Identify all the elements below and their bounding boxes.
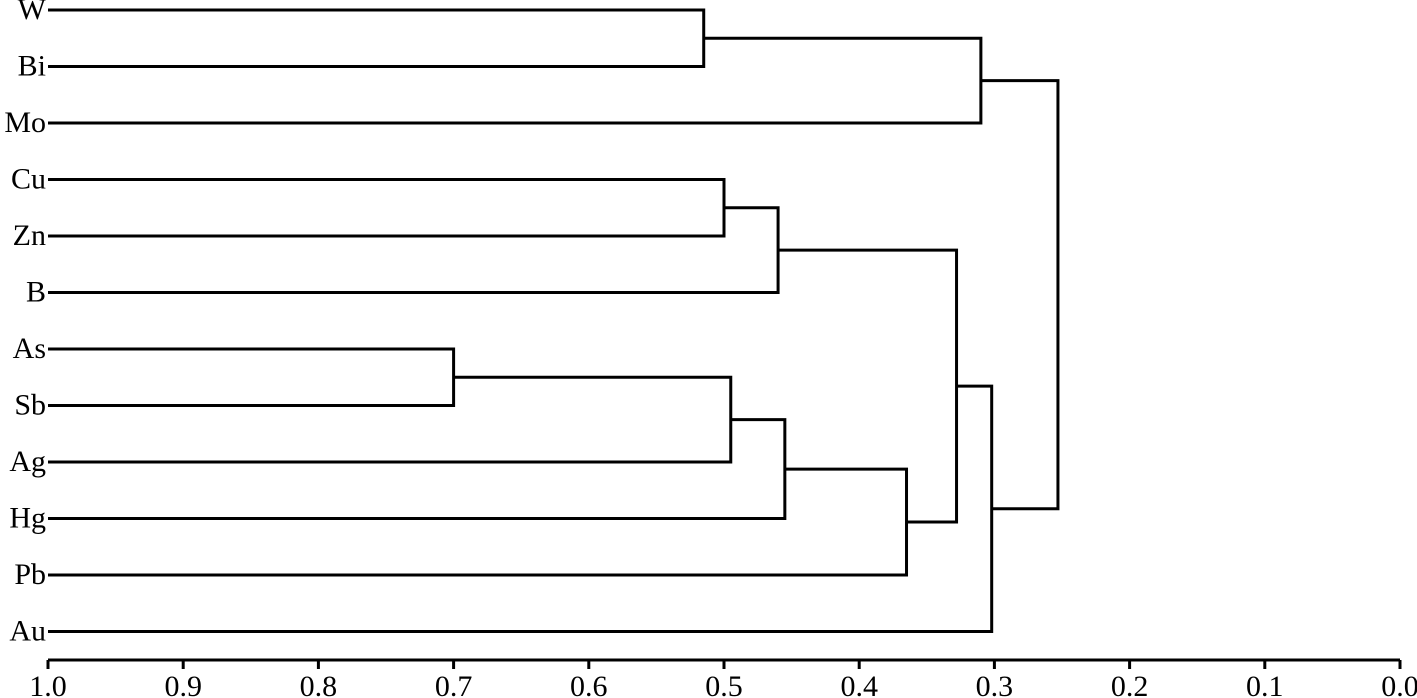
x-tick-label: 0.9 [164,670,202,698]
leaf-labels: W Bi Mo Cu Zn B As Sb Ag Hg Pb Au [4,0,46,647]
x-axis: 1.0 0.9 0.8 0.7 0.6 0.5 0.4 0.3 0.2 0.1 0.0 [29,658,1417,698]
merge-link-c5 [48,347,456,407]
x-tick-label: 0.2 [1111,670,1149,698]
merge-link-c7 [48,418,787,520]
leaf-label-as: As [13,332,46,365]
leaf-label-w: W [18,0,47,26]
leaf-label-pb: Pb [14,558,46,591]
merge-link-c9 [778,248,959,524]
merge-link-c3 [48,178,726,238]
leaf-label-b: B [26,275,46,308]
leaf-label-mo: Mo [4,106,46,139]
merge-link-c6 [48,375,733,464]
x-tick-label: 0.8 [300,670,338,698]
x-tick-label: 0.6 [570,670,608,698]
dendrogram-links [48,8,1060,633]
leaf-label-sb: Sb [14,388,46,421]
merge-link-c4 [48,206,780,294]
merge-link-c10 [48,384,994,633]
leaf-label-ag: Ag [9,445,46,478]
x-tick-label: 0.7 [435,670,473,698]
leaf-label-au: Au [9,614,46,647]
x-tick-label: 0.0 [1381,670,1417,698]
x-tick-label: 0.4 [840,670,878,698]
leaf-label-bi: Bi [18,49,46,82]
leaf-label-cu: Cu [11,162,46,195]
merge-link-c11 [980,79,1060,511]
merge-link-c2 [48,36,983,125]
leaf-label-zn: Zn [13,219,46,252]
x-tick-label: 0.1 [1246,670,1284,698]
leaf-label-hg: Hg [9,501,46,534]
merge-link-c1 [48,8,706,68]
merge-link-c8 [48,467,909,577]
x-tick-label: 0.3 [976,670,1014,698]
x-tick-label: 1.0 [29,670,67,698]
x-tick-label: 0.5 [705,670,743,698]
